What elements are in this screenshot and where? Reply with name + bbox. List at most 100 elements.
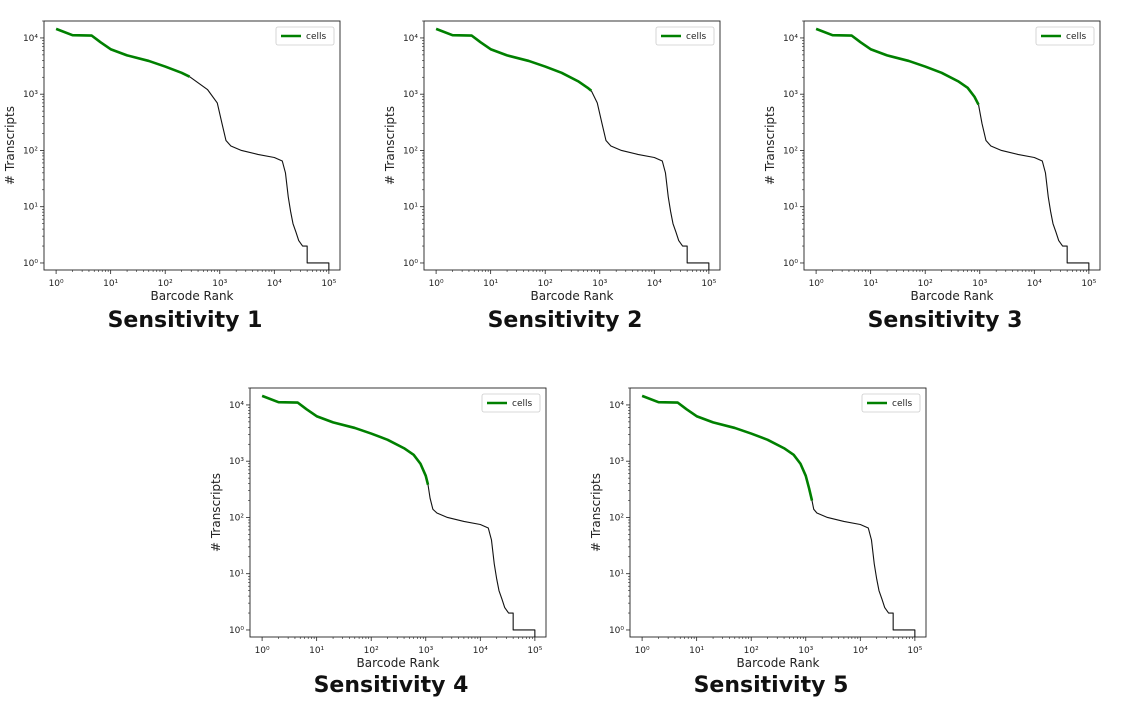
x-tick-label: 10⁵ — [527, 646, 542, 656]
x-axis-label: Barcode Rank — [911, 289, 994, 303]
y-tick-label: 10² — [23, 146, 38, 156]
x-tick-label: 10² — [538, 279, 553, 289]
barcode-rank-plot-1: 10⁰ 10¹ 10² 10³ 10⁴ 10⁵ 10⁰ 10¹ 10² 10³ 10⁴ Barcode… — [3, 20, 341, 303]
x-axis-label: Barcode Rank — [151, 289, 234, 303]
x-tick-label: 10⁴ — [267, 279, 282, 289]
x-tick-label: 10⁵ — [1081, 279, 1096, 289]
chart-panel-3: 10⁰ 10¹ 10² 10³ 10⁴ 10⁵ 10⁰ 10¹ 10² 10³ 10⁴ Barcode… — [760, 8, 1130, 348]
x-tick-label: 10⁴ — [473, 646, 488, 656]
plot-frame — [249, 387, 547, 638]
barcode-rank-plot-2: 10⁰ 10¹ 10² 10³ 10⁴ 10⁵ 10⁰ 10¹ 10² 10³ 10⁴ Barcode… — [383, 20, 721, 303]
y-tick-label: 10¹ — [403, 203, 418, 213]
plot-frame — [629, 387, 927, 638]
chart-panel-1: 10⁰ 10¹ 10² 10³ 10⁴ 10⁵ 10⁰ 10¹ 10² 10³ 10⁴ Barcode… — [0, 8, 370, 348]
x-tick-label: 10¹ — [103, 279, 118, 289]
x-tick-label: 10¹ — [689, 646, 704, 656]
x-axis-label: Barcode Rank — [737, 656, 820, 670]
x-tick-label: 10¹ — [483, 279, 498, 289]
chart-panel-4: 10⁰ 10¹ 10² 10³ 10⁴ 10⁵ 10⁰ 10¹ 10² 10³ 10⁴ Barcode… — [206, 375, 576, 715]
y-tick-label: 10⁴ — [23, 34, 38, 44]
cells-series-line — [641, 394, 814, 501]
y-tick-label: 10⁴ — [609, 401, 624, 411]
x-tick-label: 10⁰ — [809, 279, 824, 289]
y-tick-label: 10² — [403, 146, 418, 156]
chart-panel-5: 10⁰ 10¹ 10² 10³ 10⁴ 10⁵ 10⁰ 10¹ 10² 10³ 10⁴ Barcode… — [586, 375, 956, 715]
chart-caption-2: Sensitivity 2 — [487, 308, 643, 333]
background-series-line — [189, 76, 330, 270]
legend-label: cells — [306, 32, 326, 42]
barcode-rank-plot-3: 10⁰ 10¹ 10² 10³ 10⁴ 10⁵ 10⁰ 10¹ 10² 10³ 10⁴ Barcode… — [763, 20, 1101, 303]
x-tick-label: 10³ — [972, 279, 987, 289]
x-axis-label: Barcode Rank — [357, 656, 440, 670]
legend-box — [655, 26, 715, 46]
x-tick-label: 10³ — [798, 646, 813, 656]
y-tick-label: 10⁰ — [609, 626, 624, 636]
legend-label: cells — [892, 399, 912, 409]
x-tick-label: 10⁵ — [701, 279, 716, 289]
legend-box — [481, 393, 541, 413]
x-tick-label: 10³ — [212, 279, 227, 289]
x-tick-label: 10² — [744, 646, 759, 656]
barcode-rank-plot-4: 10⁰ 10¹ 10² 10³ 10⁴ 10⁵ 10⁰ 10¹ 10² 10³ 10⁴ Barcode… — [209, 387, 547, 670]
y-axis-label: # Transcripts — [209, 473, 223, 552]
y-tick-label: 10² — [229, 513, 244, 523]
chart-caption-1: Sensitivity 1 — [107, 308, 263, 333]
y-tick-label: 10³ — [609, 457, 624, 467]
y-axis-label: # Transcripts — [589, 473, 603, 552]
y-axis-label: # Transcripts — [383, 106, 397, 185]
y-tick-label: 10¹ — [609, 570, 624, 580]
x-tick-label: 10⁴ — [1027, 279, 1042, 289]
x-tick-label: 10⁴ — [853, 646, 868, 656]
background-series-line — [590, 90, 710, 270]
y-tick-label: 10⁰ — [229, 626, 244, 636]
background-series-line — [977, 104, 1090, 270]
x-tick-label: 10² — [158, 279, 173, 289]
plot-frame — [423, 20, 721, 271]
legend-label: cells — [686, 32, 706, 42]
chart-panel-2: 10⁰ 10¹ 10² 10³ 10⁴ 10⁵ 10⁰ 10¹ 10² 10³ 10⁴ Barcode… — [380, 8, 750, 348]
background-series-line — [811, 500, 916, 637]
y-tick-label: 10⁴ — [403, 34, 418, 44]
y-axis-label: # Transcripts — [763, 106, 777, 185]
y-tick-label: 10⁴ — [783, 34, 798, 44]
chart-caption-4: Sensitivity 4 — [313, 673, 469, 698]
barcode-rank-plot-5: 10⁰ 10¹ 10² 10³ 10⁴ 10⁵ 10⁰ 10¹ 10² 10³ 10⁴ Barcode… — [589, 387, 927, 670]
cells-series-line — [435, 27, 593, 92]
cells-series-line — [261, 394, 430, 486]
background-series-line — [427, 484, 536, 637]
y-axis-label: # Transcripts — [3, 106, 17, 185]
y-tick-label: 10² — [783, 146, 798, 156]
plot-frame — [43, 20, 341, 271]
cells-series-line — [815, 27, 980, 106]
x-tick-label: 10⁴ — [647, 279, 662, 289]
legend-label: cells — [512, 399, 532, 409]
x-tick-label: 10⁵ — [321, 279, 336, 289]
y-tick-label: 10⁴ — [229, 401, 244, 411]
x-tick-label: 10³ — [592, 279, 607, 289]
chart-caption-3: Sensitivity 3 — [867, 308, 1023, 333]
legend-box — [275, 26, 335, 46]
y-tick-label: 10⁰ — [23, 259, 38, 269]
y-tick-label: 10⁰ — [403, 259, 418, 269]
x-tick-label: 10³ — [418, 646, 433, 656]
chart-caption-5: Sensitivity 5 — [693, 673, 849, 698]
y-tick-label: 10³ — [229, 457, 244, 467]
x-tick-label: 10² — [364, 646, 379, 656]
x-tick-label: 10⁰ — [635, 646, 650, 656]
y-tick-label: 10³ — [23, 90, 38, 100]
legend-box — [861, 393, 921, 413]
y-tick-label: 10⁰ — [783, 259, 798, 269]
y-tick-label: 10³ — [783, 90, 798, 100]
y-tick-label: 10² — [609, 513, 624, 523]
x-tick-label: 10¹ — [309, 646, 324, 656]
legend-box — [1035, 26, 1095, 46]
x-tick-label: 10² — [918, 279, 933, 289]
x-tick-label: 10⁰ — [429, 279, 444, 289]
x-tick-label: 10¹ — [863, 279, 878, 289]
x-tick-label: 10⁵ — [907, 646, 922, 656]
x-tick-label: 10⁰ — [49, 279, 64, 289]
x-axis-label: Barcode Rank — [531, 289, 614, 303]
legend-label: cells — [1066, 32, 1086, 42]
x-tick-label: 10⁰ — [255, 646, 270, 656]
y-tick-label: 10¹ — [23, 203, 38, 213]
